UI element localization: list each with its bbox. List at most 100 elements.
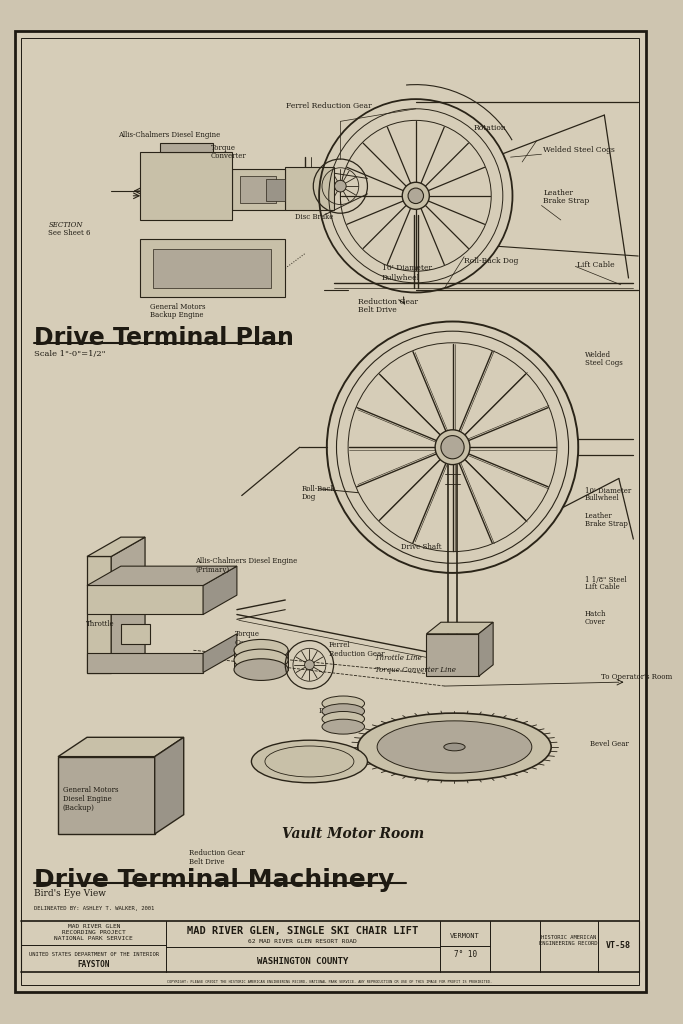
Polygon shape [111, 538, 145, 673]
Text: Ferrel Reduction Gear: Ferrel Reduction Gear [286, 101, 372, 110]
Text: VT-58: VT-58 [605, 941, 630, 949]
Polygon shape [58, 757, 155, 834]
Ellipse shape [322, 719, 365, 734]
Text: FAYSTON: FAYSTON [78, 961, 110, 969]
Polygon shape [203, 566, 237, 614]
Text: Leather: Leather [544, 188, 574, 197]
Ellipse shape [234, 658, 288, 680]
Text: Reduction Gear: Reduction Gear [329, 650, 385, 658]
Text: Bullwheel: Bullwheel [585, 495, 619, 503]
Text: Disc Brake: Disc Brake [319, 708, 357, 715]
Text: Cover: Cover [585, 618, 606, 627]
Polygon shape [479, 623, 493, 677]
Text: Steel Cogs: Steel Cogs [585, 359, 623, 367]
Text: Diesel Engine: Diesel Engine [63, 796, 111, 803]
Text: Belt Drive: Belt Drive [358, 306, 397, 314]
Text: UNITED STATES DEPARTMENT OF THE INTERIOR: UNITED STATES DEPARTMENT OF THE INTERIOR [29, 952, 158, 957]
Text: Allis-Chalmers Diesel Engine: Allis-Chalmers Diesel Engine [195, 557, 298, 565]
Circle shape [402, 182, 430, 209]
Text: COPYRIGHT: PLEASE CREDIT THE HISTORIC AMERICAN ENGINEERING RECORD, NATIONAL PARK: COPYRIGHT: PLEASE CREDIT THE HISTORIC AM… [167, 980, 492, 984]
Text: Leather: Leather [585, 512, 613, 520]
Polygon shape [232, 169, 285, 210]
Text: Hatch: Hatch [585, 610, 607, 618]
Circle shape [441, 435, 464, 459]
Text: See Sheet 6: See Sheet 6 [48, 228, 91, 237]
Text: Converter: Converter [235, 639, 270, 646]
Text: Vault Motor Room: Vault Motor Room [282, 827, 424, 841]
Text: NATIONAL PARK SERVICE: NATIONAL PARK SERVICE [55, 936, 133, 941]
Circle shape [305, 659, 314, 670]
Text: Welded: Welded [585, 351, 611, 359]
Circle shape [435, 430, 470, 465]
Polygon shape [426, 623, 493, 634]
Text: Ferrel: Ferrel [329, 641, 350, 649]
Text: 10' Diameter: 10' Diameter [585, 486, 631, 495]
Text: Brake Strap: Brake Strap [544, 197, 589, 205]
Polygon shape [203, 634, 237, 673]
Polygon shape [87, 586, 203, 614]
Polygon shape [14, 32, 646, 991]
Text: Dog: Dog [302, 494, 316, 502]
Circle shape [335, 180, 346, 191]
Text: Bevel Gear: Bevel Gear [590, 740, 629, 749]
Text: 1 1/8" Steel: 1 1/8" Steel [585, 575, 626, 584]
Text: SECTION: SECTION [48, 221, 83, 228]
Text: Bullwheel: Bullwheel [382, 274, 420, 282]
Text: MAD RIVER GLEN, SINGLE SKI CHAIR LIFT: MAD RIVER GLEN, SINGLE SKI CHAIR LIFT [187, 926, 418, 936]
Text: Roll-Back: Roll-Back [302, 484, 335, 493]
Text: Reduction Gear: Reduction Gear [358, 298, 418, 306]
Ellipse shape [234, 639, 288, 662]
Text: Lift Cable: Lift Cable [577, 261, 615, 269]
Ellipse shape [322, 703, 365, 719]
Polygon shape [160, 142, 212, 153]
Text: Bird's Eye View: Bird's Eye View [34, 890, 106, 898]
Text: General Motors: General Motors [63, 786, 118, 795]
Ellipse shape [322, 696, 365, 711]
Ellipse shape [358, 713, 551, 781]
Text: RECORDING PROJECT: RECORDING PROJECT [62, 930, 126, 935]
Text: DELINEATED BY: ASHLEY T. WALKER, 2001: DELINEATED BY: ASHLEY T. WALKER, 2001 [34, 906, 154, 911]
Text: Roll-Back Dog: Roll-Back Dog [464, 257, 518, 264]
Text: WASHINGTON COUNTY: WASHINGTON COUNTY [257, 957, 348, 966]
Polygon shape [140, 153, 232, 220]
Text: Brake Strap: Brake Strap [585, 519, 628, 527]
Text: Converter: Converter [211, 153, 247, 160]
Text: Torque: Torque [235, 630, 260, 638]
Polygon shape [87, 538, 145, 556]
Text: Torque Converter Line: Torque Converter Line [375, 666, 456, 674]
Text: Rotation: Rotation [474, 124, 507, 132]
Text: Reduction Gear: Reduction Gear [189, 849, 245, 857]
Text: (Primary): (Primary) [195, 566, 229, 574]
Text: Drive Shaft: Drive Shaft [402, 543, 442, 551]
Text: VERMONT: VERMONT [450, 933, 480, 939]
Circle shape [408, 188, 423, 204]
Polygon shape [58, 737, 184, 757]
Ellipse shape [251, 740, 367, 782]
Text: To Operator's Room: To Operator's Room [602, 674, 673, 681]
Text: Drive Terminal Machinery: Drive Terminal Machinery [34, 867, 394, 892]
Polygon shape [155, 737, 184, 834]
Text: Disc Brake: Disc Brake [295, 213, 333, 221]
Text: 62 MAD RIVER GLEN RESORT ROAD: 62 MAD RIVER GLEN RESORT ROAD [249, 939, 357, 944]
Text: Welded Steel Cogs: Welded Steel Cogs [544, 146, 615, 155]
Ellipse shape [234, 649, 288, 671]
Text: Allis-Chalmers Diesel Engine: Allis-Chalmers Diesel Engine [118, 131, 221, 139]
Text: (Backup): (Backup) [63, 804, 95, 812]
Polygon shape [240, 176, 275, 203]
Polygon shape [87, 566, 237, 586]
Text: 10' Diameter: 10' Diameter [382, 264, 432, 272]
Polygon shape [87, 556, 111, 673]
Polygon shape [285, 167, 333, 210]
Text: General Motors: General Motors [150, 303, 206, 311]
Polygon shape [87, 653, 203, 673]
Text: Lift Cable: Lift Cable [585, 584, 619, 592]
Ellipse shape [444, 743, 465, 751]
Text: 7° 10: 7° 10 [454, 950, 477, 959]
Polygon shape [140, 240, 285, 297]
Text: Backup Engine: Backup Engine [150, 310, 204, 318]
Polygon shape [121, 625, 150, 643]
Polygon shape [426, 634, 479, 677]
Polygon shape [266, 179, 285, 201]
Text: Scale 1"-0"=1/2": Scale 1"-0"=1/2" [34, 350, 105, 358]
Text: HISTORIC AMERICAN
ENGINEERING RECORD: HISTORIC AMERICAN ENGINEERING RECORD [540, 935, 598, 946]
